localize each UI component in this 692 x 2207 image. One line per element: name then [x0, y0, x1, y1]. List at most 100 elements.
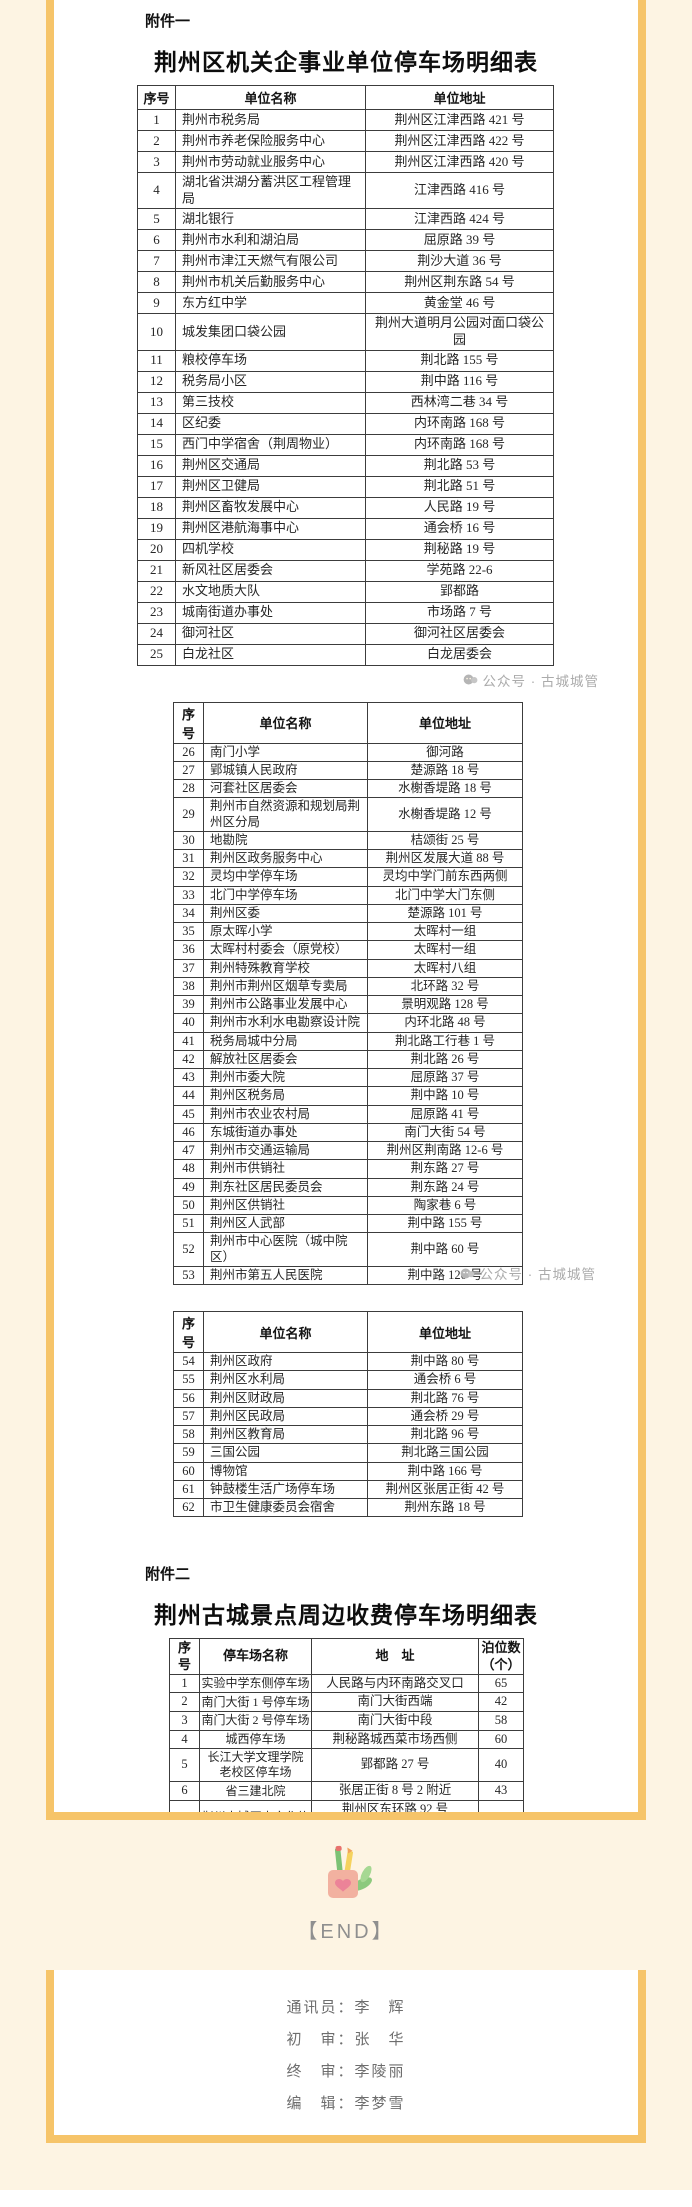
cell-name: 实验中学东侧停车场	[199, 1673, 312, 1694]
column-header: 单位名称	[203, 1311, 368, 1353]
cell-name: 北门中学停车场	[203, 885, 368, 905]
cell-name: 城发集团口袋公园	[175, 313, 366, 351]
column-header: 序号	[173, 1311, 204, 1353]
cell-name: 太晖村村委会（原党校）	[203, 940, 368, 960]
cell-no: 7	[137, 250, 176, 273]
table-header-row: 序号 单位名称 单位地址	[137, 85, 554, 110]
watermark-text: 公众号 · 古城城管	[479, 1267, 596, 1282]
cell-addr: 西林湾二巷 34 号	[365, 391, 554, 414]
table-row: 25 白龙社区 白龙居委会	[137, 643, 554, 666]
cell-name: 税务局城中分局	[203, 1031, 368, 1051]
cell-no: 28	[173, 778, 204, 799]
cell-addr: 御河社区居委会	[365, 622, 554, 645]
cell-name: 荆州市荆州区烟草专卖局	[203, 976, 368, 997]
watermark: 公众号 · 古城城管	[460, 1263, 597, 1283]
cell-addr: 荆秘路 19 号	[365, 538, 554, 561]
table-header-row: 序号 停车场名称地 址泊位数 （个）	[169, 1638, 524, 1675]
table-row: 37 荆州特殊教育学校 太晖村八组	[173, 958, 523, 978]
cell-name: 荆州区税务局	[203, 1086, 368, 1106]
cell-name: 荆州古城历史文化旅 游区游客中心停车场	[199, 1799, 312, 1812]
credits-card: 通讯员：李 辉 初 审：张 华 终 审：李陵丽 编 辑：李梦雪	[46, 1970, 646, 2143]
cell-no: 9	[137, 292, 176, 315]
cell-no: 33	[173, 885, 204, 905]
cell-name: 市卫生健康委员会宿舍	[203, 1497, 368, 1518]
cell-addr: 水榭香堤路 12 号	[367, 797, 523, 832]
table-row: 61 钟鼓楼生活广场停车场 荆州区张居正街 42 号	[173, 1479, 523, 1500]
cell-addr: 屈原路 37 号	[367, 1067, 523, 1088]
table-row: 2 荆州市养老保险服务中心 荆州区江津西路 422 号	[137, 130, 554, 152]
cell-addr: 黄金堂 46 号	[365, 292, 554, 315]
table-row: 39 荆州市公路事业发展中心 景明观路 128 号	[173, 994, 523, 1015]
cell-addr: 陶家巷 6 号	[367, 1195, 523, 1216]
cell-name: 地勘院	[203, 830, 368, 851]
cell-name: 省三建北院	[199, 1781, 312, 1801]
cell-name: 南门大街 1 号停车场	[199, 1692, 312, 1712]
cell-no: 61	[173, 1479, 204, 1500]
cell-name: 原太晖小学	[203, 921, 368, 942]
table-row: 42 解放社区居委会 荆北路 26 号	[173, 1049, 523, 1070]
table-row: 10 城发集团口袋公园 荆州大道明月公园对面口袋公 园	[137, 313, 554, 351]
cell-name: 荆州市自然资源和规划局荆州区分局	[203, 797, 368, 832]
cell-addr: 荆中路 80 号	[367, 1351, 523, 1372]
cell-name: 荆州区港航海事中心	[175, 517, 366, 540]
cell-no: 25	[137, 643, 176, 666]
table-row: 48 荆州市供销社 荆东路 27 号	[173, 1159, 523, 1179]
cell-no: 38	[173, 976, 204, 997]
cell-no: 27	[173, 760, 204, 781]
cell-name: 荆州区卫健局	[175, 475, 366, 498]
unit-parking-table-3: 序号 单位名称 单位地址 54 荆州区政府 荆中路 80 号 55 荆州区水利局 通会桥 6 …	[173, 1311, 523, 1518]
cell-addr: 荆中路 10 号	[367, 1086, 523, 1106]
table-row: 52 荆州市中心医院（城中院区） 荆中路 60 号	[173, 1232, 523, 1267]
cell-name: 四机学校	[175, 538, 366, 561]
cell-addr: 荆北路 76 号	[367, 1388, 523, 1408]
cell-addr: 荆北路工行巷 1 号	[367, 1031, 523, 1051]
cell-no: 23	[137, 601, 176, 624]
table-header-row: 序号 单位名称 单位地址	[173, 1311, 523, 1353]
table-row: 22 水文地质大队 郢都路	[137, 580, 554, 603]
table-row: 34 荆州区委 楚源路 101 号	[173, 903, 523, 924]
cell-name: 白龙社区	[175, 643, 366, 666]
cell-addr: 荆州区江津西路 420 号	[365, 151, 554, 173]
column-header: 单位名称	[203, 701, 368, 744]
cell-no: 43	[173, 1067, 204, 1088]
cell-no: 18	[137, 496, 176, 519]
cell-no: 62	[173, 1497, 204, 1518]
cell-no: 51	[173, 1213, 204, 1234]
cell-addr: 屈原路 39 号	[365, 229, 554, 252]
table-row: 7 荆州市津江天燃气有限公司 荆沙大道 36 号	[137, 250, 554, 273]
cell-name: 荆州市水利和湖泊局	[175, 229, 366, 252]
cell-addr: 屈原路 41 号	[367, 1104, 523, 1124]
table-row: 45 荆州市农业农村局 屈原路 41 号	[173, 1104, 523, 1124]
cell-spots: 300	[478, 1799, 524, 1812]
table-row: 36 太晖村村委会（原党校） 太晖村一组	[173, 940, 523, 960]
table-row: 54 荆州区政府 荆中路 80 号	[173, 1351, 523, 1372]
cell-name: 荆州市中心医院（城中院区）	[203, 1232, 368, 1267]
cell-no: 55	[173, 1370, 204, 1390]
cell-no: 22	[137, 580, 176, 603]
table-row: 2 南门大街 1 号停车场 南门大街西端 42	[169, 1692, 524, 1712]
cell-no: 50	[173, 1195, 204, 1216]
cell-name: 三国公园	[203, 1443, 368, 1463]
cell-no: 39	[173, 994, 204, 1015]
cell-name: 荆州区教育局	[203, 1424, 368, 1445]
cell-addr: 荆州东路 18 号	[367, 1497, 523, 1518]
table-row: 5 湖北银行 江津西路 424 号	[137, 208, 554, 231]
table-row: 56 荆州区财政局 荆北路 76 号	[173, 1388, 523, 1408]
table-row: 13 第三技校 西林湾二巷 34 号	[137, 391, 554, 414]
watermark: 公众号 · 古城城管	[54, 670, 599, 690]
cell-no: 21	[137, 559, 176, 582]
cell-addr: 荆州区东环路 92 号 荆州古城历史文化旅游区内(北侧)	[311, 1799, 479, 1812]
cell-addr: 北环路 32 号	[367, 976, 523, 997]
table-row: 41 税务局城中分局 荆北路工行巷 1 号	[173, 1031, 523, 1051]
table-row: 18 荆州区畜牧发展中心 人民路 19 号	[137, 496, 554, 519]
cell-addr: 通会桥 16 号	[365, 517, 554, 540]
cell-name: 荆州区交通局	[175, 454, 366, 477]
column-header: 单位地址	[365, 85, 554, 110]
table-row: 16 荆州区交通局 荆北路 53 号	[137, 454, 554, 477]
end-section: 【END】	[0, 1820, 692, 1970]
attachment2-label: 附件二	[145, 1566, 191, 1584]
table-row: 32 灵均中学停车场 灵均中学门前东西两侧	[173, 867, 523, 887]
cell-addr: 太晖村一组	[367, 940, 523, 960]
cell-no: 59	[173, 1443, 204, 1463]
